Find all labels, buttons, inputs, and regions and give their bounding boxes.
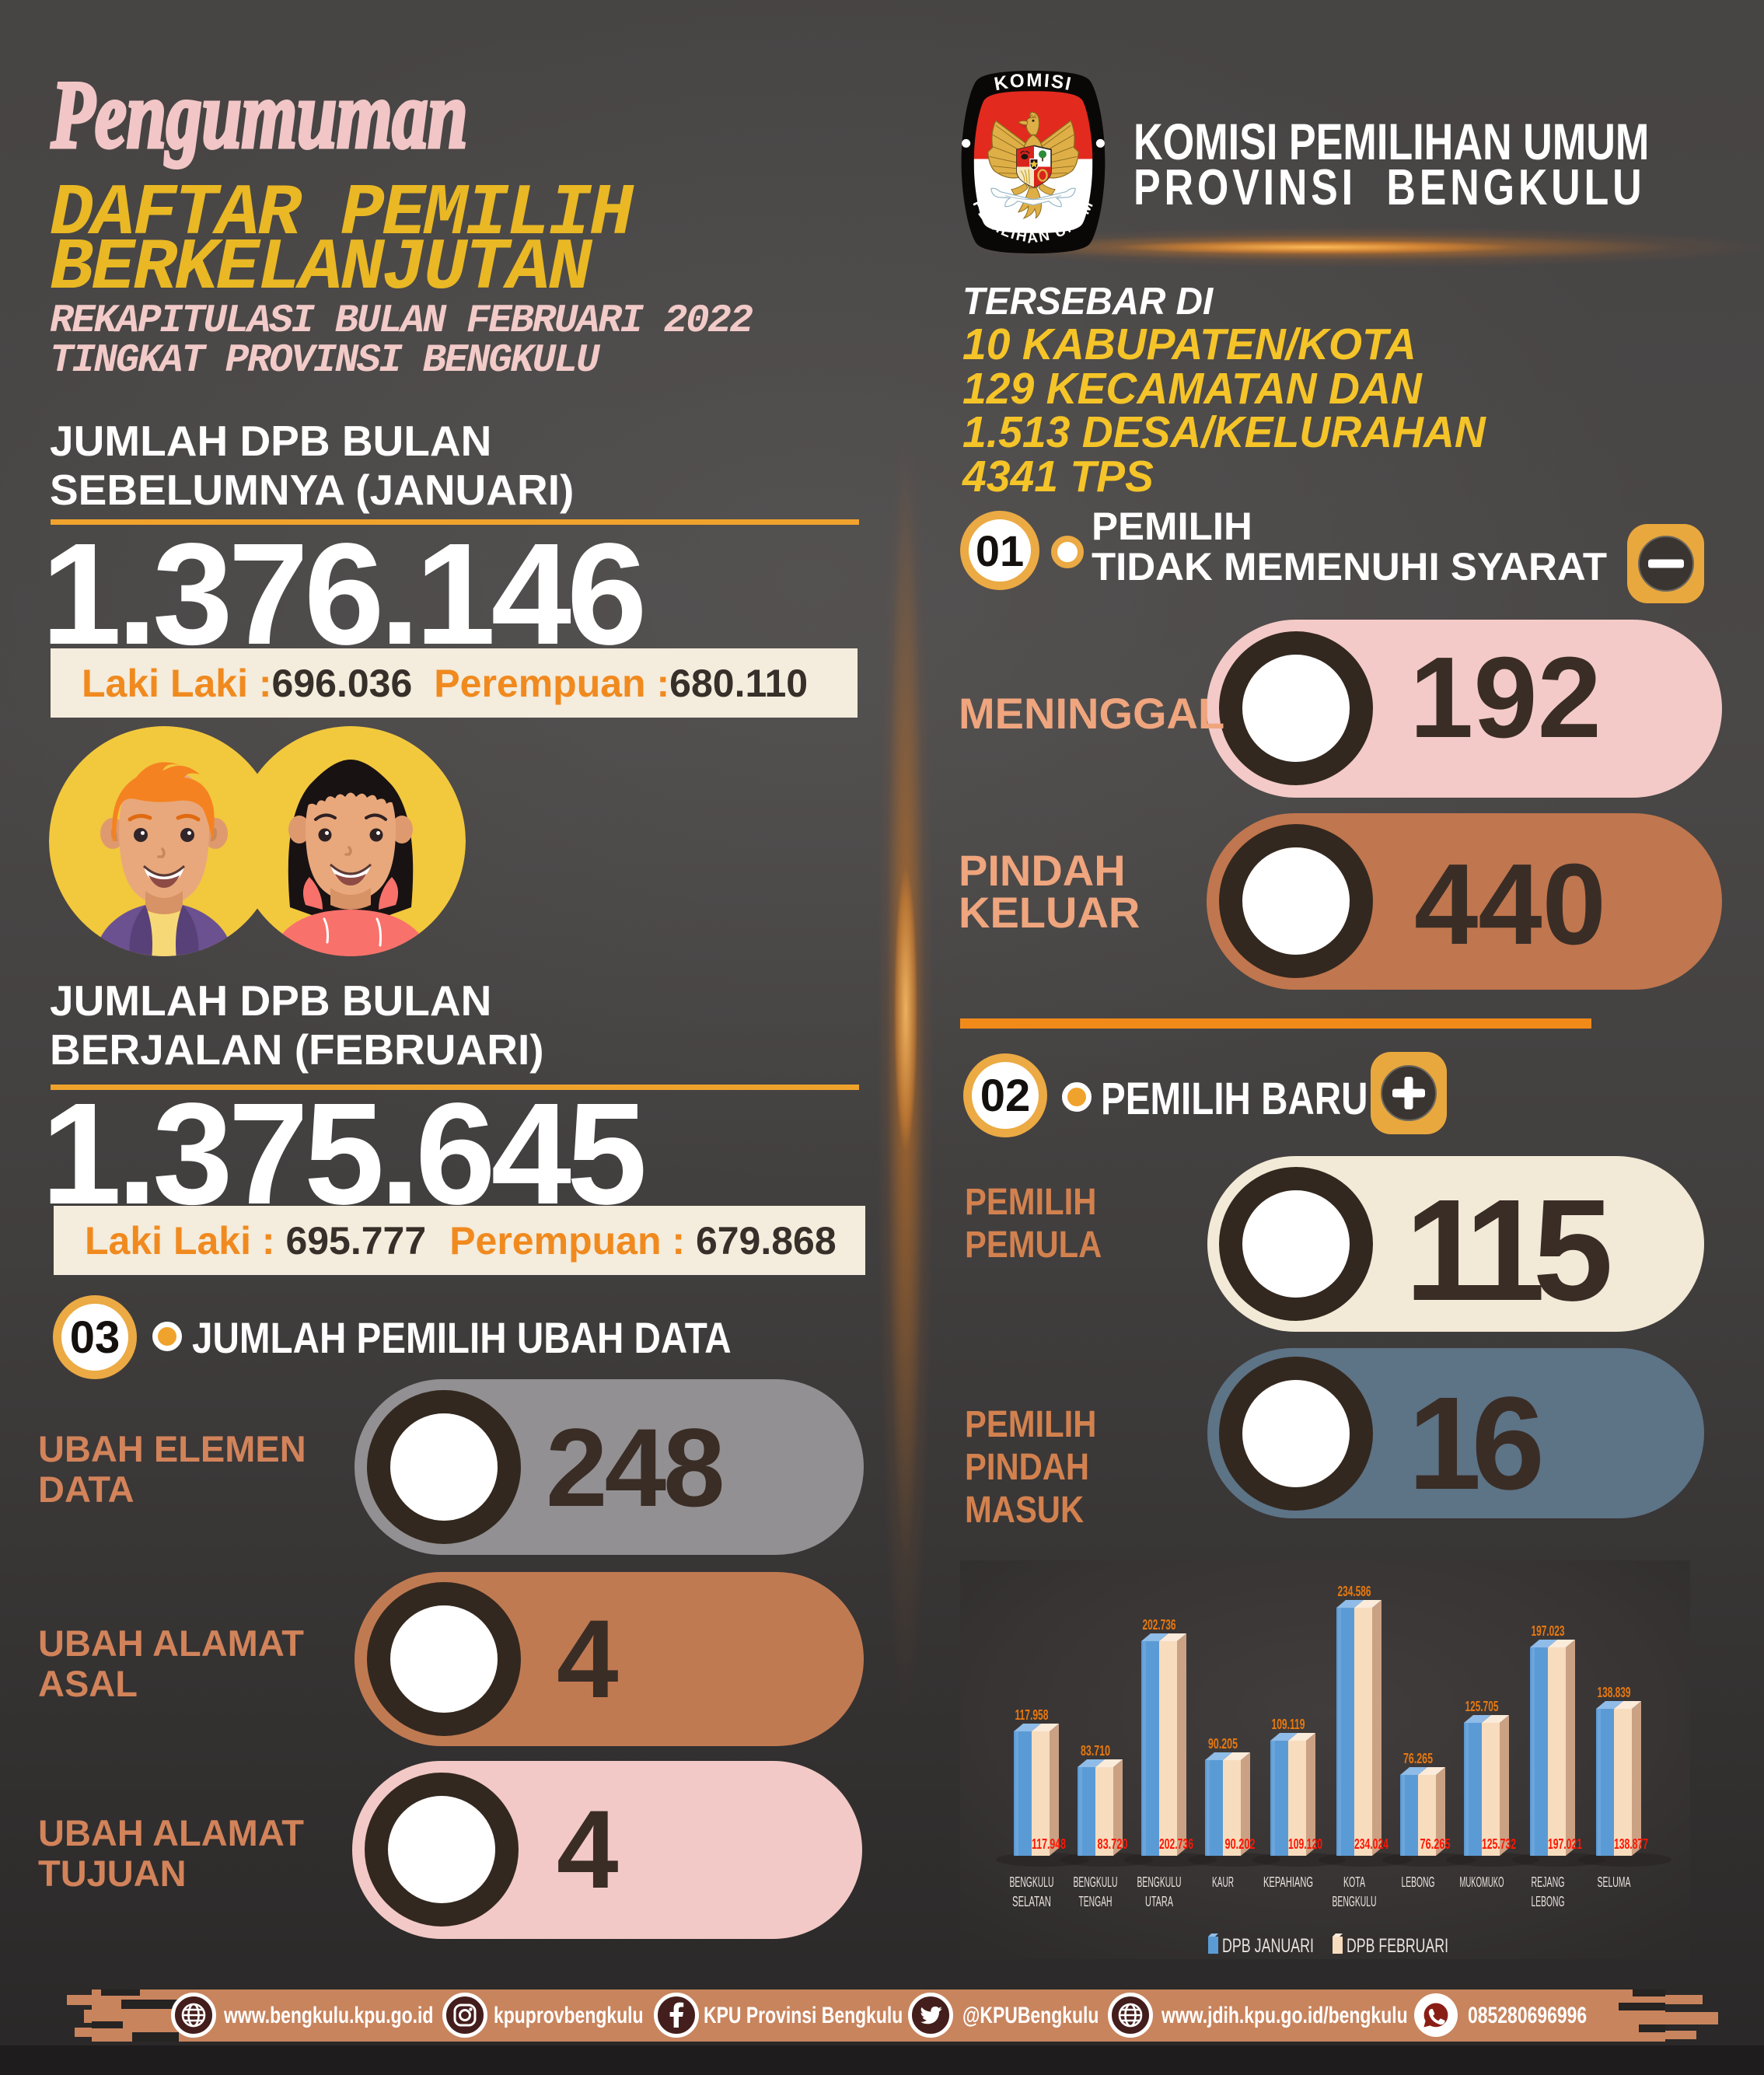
svg-text:83.710: 83.710 bbox=[1081, 1743, 1110, 1759]
svg-text:234.586: 234.586 bbox=[1338, 1584, 1371, 1599]
svg-text:SELATAN: SELATAN bbox=[1012, 1894, 1051, 1909]
svg-text:TENGAH: TENGAH bbox=[1079, 1894, 1113, 1909]
svg-text:DPB JANUARI: DPB JANUARI bbox=[1222, 1935, 1314, 1957]
svg-text:LEBONG: LEBONG bbox=[1532, 1894, 1565, 1909]
svg-text:125.732: 125.732 bbox=[1482, 1836, 1516, 1852]
svg-text:BENGKULU: BENGKULU bbox=[1010, 1874, 1054, 1890]
svg-text:BENGKULU: BENGKULU bbox=[1137, 1874, 1182, 1890]
svg-text:138.877: 138.877 bbox=[1614, 1836, 1648, 1852]
svg-text:197.023: 197.023 bbox=[1532, 1623, 1565, 1639]
svg-text:KAUR: KAUR bbox=[1212, 1874, 1234, 1890]
svg-text:UTARA: UTARA bbox=[1145, 1894, 1173, 1909]
svg-text:76.265: 76.265 bbox=[1403, 1751, 1433, 1766]
svg-text:90.205: 90.205 bbox=[1208, 1736, 1238, 1752]
svg-text:MUKOMUKO: MUKOMUKO bbox=[1460, 1874, 1504, 1890]
svg-text:LEBONG: LEBONG bbox=[1402, 1874, 1435, 1890]
svg-text:76.265: 76.265 bbox=[1420, 1836, 1451, 1852]
svg-text:KEPAHIANG: KEPAHIANG bbox=[1263, 1874, 1313, 1890]
svg-text:234.024: 234.024 bbox=[1354, 1836, 1388, 1852]
svg-text:202.736: 202.736 bbox=[1159, 1836, 1193, 1852]
svg-text:KOTA: KOTA bbox=[1343, 1874, 1365, 1890]
svg-text:BENGKULU: BENGKULU bbox=[1333, 1894, 1377, 1909]
svg-text:197.021: 197.021 bbox=[1548, 1836, 1582, 1852]
svg-text:125.705: 125.705 bbox=[1465, 1699, 1499, 1714]
svg-text:SELUMA: SELUMA bbox=[1598, 1874, 1631, 1890]
svg-text:109.120: 109.120 bbox=[1288, 1836, 1322, 1852]
svg-text:DPB FEBRUARI: DPB FEBRUARI bbox=[1347, 1935, 1448, 1957]
svg-text:REJANG: REJANG bbox=[1532, 1874, 1565, 1890]
svg-text:117.958: 117.958 bbox=[1015, 1707, 1049, 1723]
svg-text:90.202: 90.202 bbox=[1225, 1836, 1256, 1852]
svg-text:202.736: 202.736 bbox=[1143, 1617, 1176, 1633]
svg-text:117.948: 117.948 bbox=[1032, 1836, 1066, 1852]
svg-text:BENGKULU: BENGKULU bbox=[1074, 1874, 1118, 1890]
svg-text:138.839: 138.839 bbox=[1598, 1685, 1631, 1700]
svg-text:83.720: 83.720 bbox=[1098, 1836, 1128, 1852]
svg-text:KOMISI: KOMISI bbox=[993, 70, 1074, 95]
svg-text:109.119: 109.119 bbox=[1272, 1717, 1305, 1732]
